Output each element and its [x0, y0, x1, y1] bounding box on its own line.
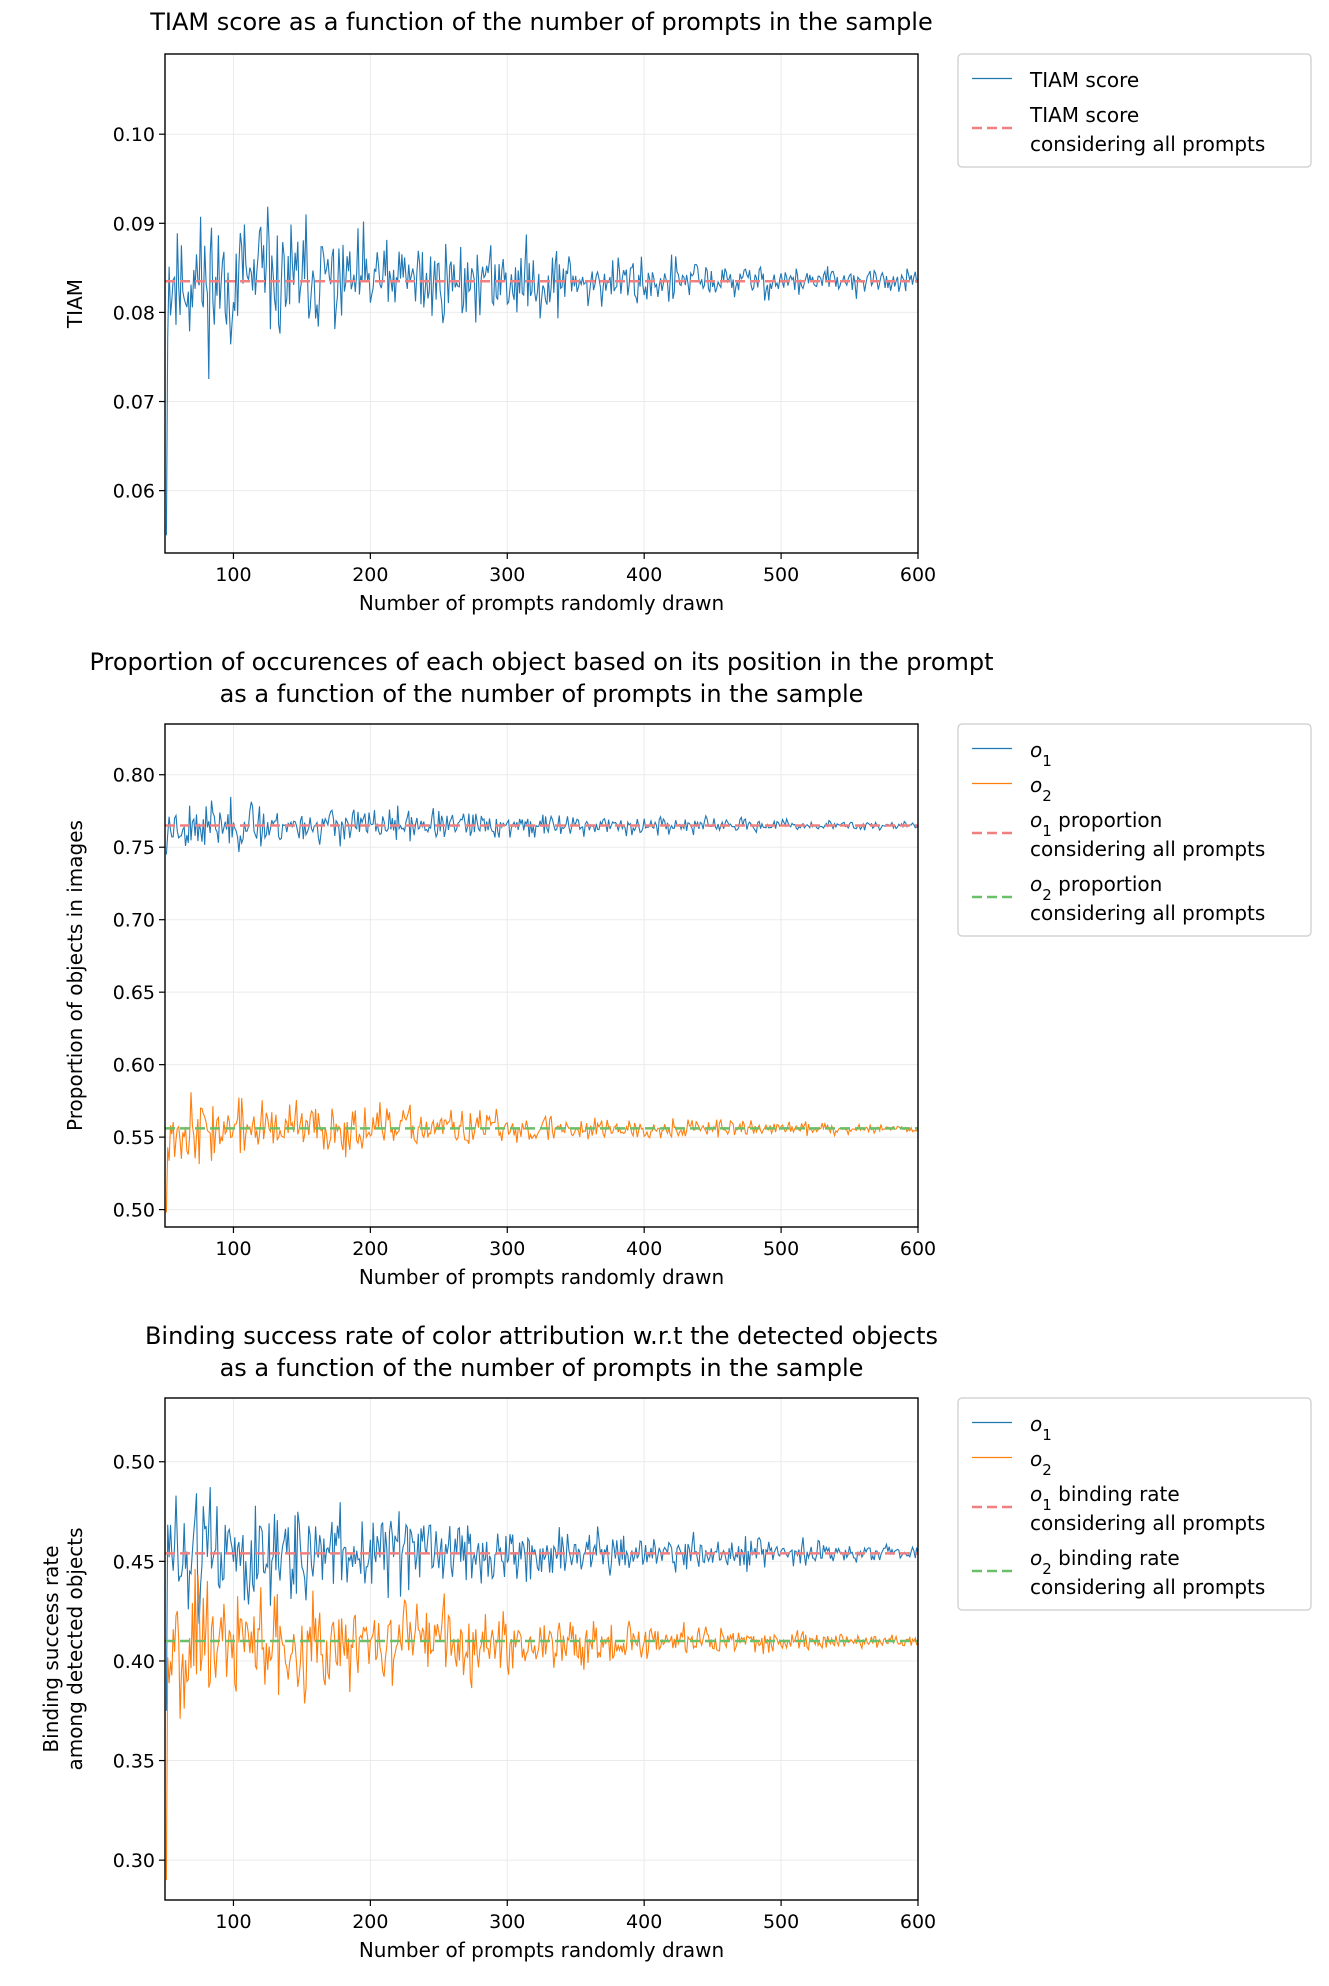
legend-label: o2	[1030, 773, 1052, 805]
chart-title: Binding success rate of color attributio…	[145, 1322, 938, 1350]
x-tick-label: 300	[489, 564, 525, 586]
x-tick-label: 200	[352, 564, 388, 586]
legend-label: TIAM score	[1029, 68, 1139, 92]
legend: TIAM score TIAM score considering all prom…	[957, 53, 1312, 168]
axes-frame	[164, 53, 919, 554]
x-tick-label: 500	[763, 1911, 799, 1933]
x-tick-label: 300	[489, 1911, 525, 1933]
legend-label: TIAM score	[1029, 103, 1139, 127]
x-tick-label: 500	[763, 564, 799, 586]
plot-area	[165, 206, 918, 536]
y-tick-label: 0.09	[113, 213, 155, 235]
y-axis-label: Proportion of objects in images	[63, 820, 87, 1131]
x-tick-label: 400	[626, 564, 662, 586]
plot-area	[165, 796, 918, 1213]
chart-1: TIAM score as a function of the number o…	[63, 8, 1312, 615]
x-tick-label: 300	[489, 1238, 525, 1260]
plot-area	[165, 1487, 918, 1881]
y-tick-label: 0.75	[113, 837, 155, 859]
y-tick-label: 0.45	[113, 1551, 155, 1573]
series-line-o2	[165, 1568, 918, 1881]
series-line-o1	[165, 1487, 918, 1711]
axes-frame	[164, 1397, 919, 1901]
y-axis-label: Binding success rate	[39, 1545, 63, 1752]
legend-label: considering all prompts	[1030, 837, 1265, 861]
chart-title: TIAM score as a function of the number o…	[149, 8, 932, 36]
legend-label: o1	[1030, 1412, 1052, 1444]
legend-label: considering all prompts	[1030, 1511, 1265, 1535]
y-tick-label: 0.30	[113, 1850, 155, 1872]
y-tick-label: 0.60	[113, 1055, 155, 1077]
legend-frame	[957, 1397, 1312, 1611]
legend-label: o1	[1030, 738, 1052, 770]
x-axis-label: Number of prompts randomly drawn	[359, 1938, 724, 1962]
y-tick-label: 0.35	[113, 1751, 155, 1773]
legend-label: o1 proportion	[1030, 808, 1162, 840]
y-tick-label: 0.50	[113, 1452, 155, 1474]
legend-label: considering all prompts	[1030, 132, 1265, 156]
chart-title: as a function of the number of prompts i…	[220, 680, 864, 708]
x-tick-label: 400	[626, 1911, 662, 1933]
y-tick-label: 0.65	[113, 982, 155, 1004]
chart-title: as a function of the number of prompts i…	[220, 1354, 864, 1382]
x-tick-label: 600	[900, 564, 936, 586]
legend-label: considering all prompts	[1030, 901, 1265, 925]
y-tick-label: 0.55	[113, 1127, 155, 1149]
chart-3: Binding success rate of color attributio…	[39, 1322, 1312, 1962]
x-tick-label: 200	[352, 1911, 388, 1933]
y-axis-label: among detected objects	[63, 1527, 87, 1770]
x-tick-label: 100	[215, 1911, 251, 1933]
legend-label: o2 binding rate	[1030, 1546, 1180, 1578]
y-tick-label: 0.08	[113, 302, 155, 324]
x-tick-label: 100	[215, 564, 251, 586]
series-line-o2	[165, 1092, 918, 1213]
x-axis-label: Number of prompts randomly drawn	[359, 1265, 724, 1289]
chart-title: Proportion of occurences of each object …	[89, 648, 993, 676]
x-tick-label: 600	[900, 1911, 936, 1933]
y-tick-label: 0.07	[113, 392, 155, 414]
y-axis-label: TIAM	[63, 279, 87, 329]
y-tick-label: 0.70	[113, 910, 155, 932]
chart-2: Proportion of occurences of each object …	[63, 648, 1312, 1289]
legend-label: o2	[1030, 1447, 1052, 1479]
legend-label: considering all prompts	[1030, 1575, 1265, 1599]
x-tick-label: 100	[215, 1238, 251, 1260]
y-tick-label: 0.10	[113, 124, 155, 146]
y-tick-label: 0.50	[113, 1200, 155, 1222]
y-tick-label: 0.40	[113, 1651, 155, 1673]
axes-frame	[164, 723, 919, 1228]
x-tick-label: 400	[626, 1238, 662, 1260]
legend-frame	[957, 723, 1312, 937]
x-tick-label: 200	[352, 1238, 388, 1260]
x-tick-label: 600	[900, 1238, 936, 1260]
x-axis-label: Number of prompts randomly drawn	[359, 591, 724, 615]
legend-label: o2 proportion	[1030, 872, 1162, 904]
series-line-tiam-score	[165, 206, 918, 536]
x-tick-label: 500	[763, 1238, 799, 1260]
y-tick-label: 0.80	[113, 765, 155, 787]
legend-label: o1 binding rate	[1030, 1482, 1180, 1514]
legend-frame	[957, 53, 1312, 168]
y-tick-label: 0.06	[113, 481, 155, 503]
